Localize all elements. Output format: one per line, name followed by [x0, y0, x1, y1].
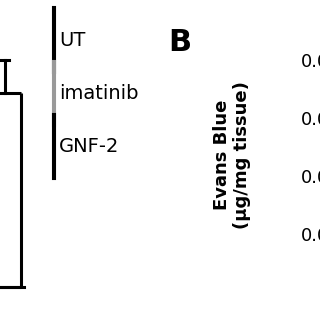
Text: imatinib: imatinib	[59, 84, 139, 103]
Bar	[53, 61, 55, 126]
Text: 0.02: 0.02	[301, 169, 320, 188]
Bar	[53, 7, 55, 73]
Text: B: B	[168, 28, 191, 57]
Text: GNF-2: GNF-2	[59, 137, 119, 156]
Text: 0.01: 0.01	[301, 228, 320, 245]
Bar	[53, 114, 55, 179]
Text: 0.04: 0.04	[301, 53, 320, 71]
Text: Evans Blue
(µg/mg tissue): Evans Blue (µg/mg tissue)	[212, 81, 252, 229]
Text: 0.03: 0.03	[301, 111, 320, 129]
Text: UT: UT	[59, 30, 85, 50]
